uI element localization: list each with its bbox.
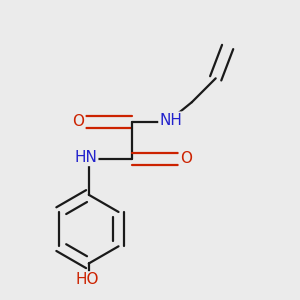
Text: NH: NH [160, 112, 182, 128]
Text: O: O [72, 114, 84, 129]
Text: HN: HN [74, 150, 97, 165]
Text: O: O [180, 152, 192, 166]
Text: HO: HO [76, 272, 99, 287]
